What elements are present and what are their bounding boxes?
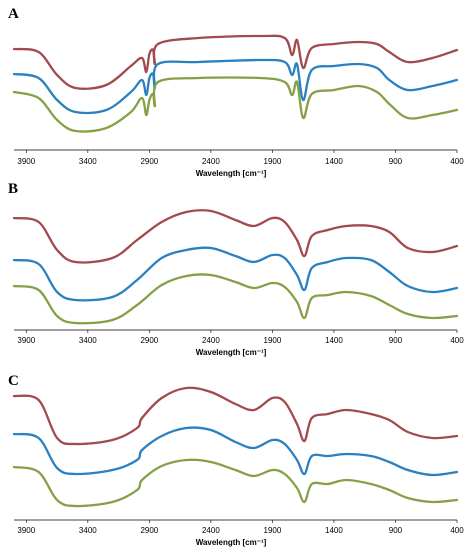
panel-b-series-red	[12, 209, 459, 264]
panel-b-x-tick-label: 1900	[264, 336, 282, 345]
panel-a-x-axis-title: Wavelength [cm⁻¹]	[196, 169, 267, 178]
panel-c-series-green	[12, 458, 459, 508]
panel-b-x-tick-label: 3400	[79, 336, 97, 345]
panel-c-x-tick-label: 900	[389, 526, 403, 535]
panel-c-x-tick-label: 1400	[325, 526, 343, 535]
panel-a-x-tick-label: 3900	[17, 157, 35, 166]
panel-a-x-tick-label: 1900	[264, 157, 282, 166]
panel-b: B Wavelength [cm⁻¹] 3900 3400 2900 2400 1900…	[8, 181, 464, 357]
panel-a-label: A	[8, 6, 19, 22]
panel-c-series-blue	[12, 426, 459, 477]
panel-c-x-tick-label: 3400	[79, 526, 97, 535]
panel-a: A Wavelength [cm⁻¹] 3900 3400 2900 2400 1900…	[8, 6, 464, 178]
panel-a-x-tick-label: 2900	[140, 157, 158, 166]
panel-c-series-red	[12, 386, 459, 446]
panel-b-x-tick-label: 2400	[202, 336, 220, 345]
panel-a-x-tick-label: 1400	[325, 157, 343, 166]
panel-a-x-tick-label: 3400	[79, 157, 97, 166]
panel-a-x-tick-label: 2400	[202, 157, 220, 166]
panel-b-x-axis-title: Wavelength [cm⁻¹]	[196, 348, 267, 357]
panel-c-x-tick-label: 3900	[17, 526, 35, 535]
panel-a-series-green	[12, 76, 459, 133]
panel-c-x-tick-label: 1900	[264, 526, 282, 535]
panel-c-x-tick-label: 400	[450, 526, 464, 535]
panel-c-x-tick-label: 2900	[140, 526, 158, 535]
panel-b-x-tick-label: 2900	[140, 336, 158, 345]
panel-c-x-axis-title: Wavelength [cm⁻¹]	[196, 538, 267, 547]
panel-c: C Wavelength [cm⁻¹] 3900 3400 2900 2400 1900…	[8, 373, 464, 547]
panel-b-x-tick-label: 1400	[325, 336, 343, 345]
panel-b-label: B	[8, 181, 18, 197]
panel-b-series-blue	[12, 246, 459, 302]
panel-a-x-tick-label: 400	[450, 157, 464, 166]
panel-a-series-red	[12, 34, 459, 90]
panel-b-x-tick-label: 3900	[17, 336, 35, 345]
panel-a-x-tick-label: 900	[389, 157, 403, 166]
panel-c-label: C	[8, 373, 19, 389]
panel-b-x-tick-label: 400	[450, 336, 464, 345]
panel-c-x-tick-label: 2400	[202, 526, 220, 535]
panel-b-x-tick-label: 900	[389, 336, 403, 345]
panel-b-series-green	[12, 273, 459, 325]
panel-a-series-blue	[12, 58, 459, 115]
